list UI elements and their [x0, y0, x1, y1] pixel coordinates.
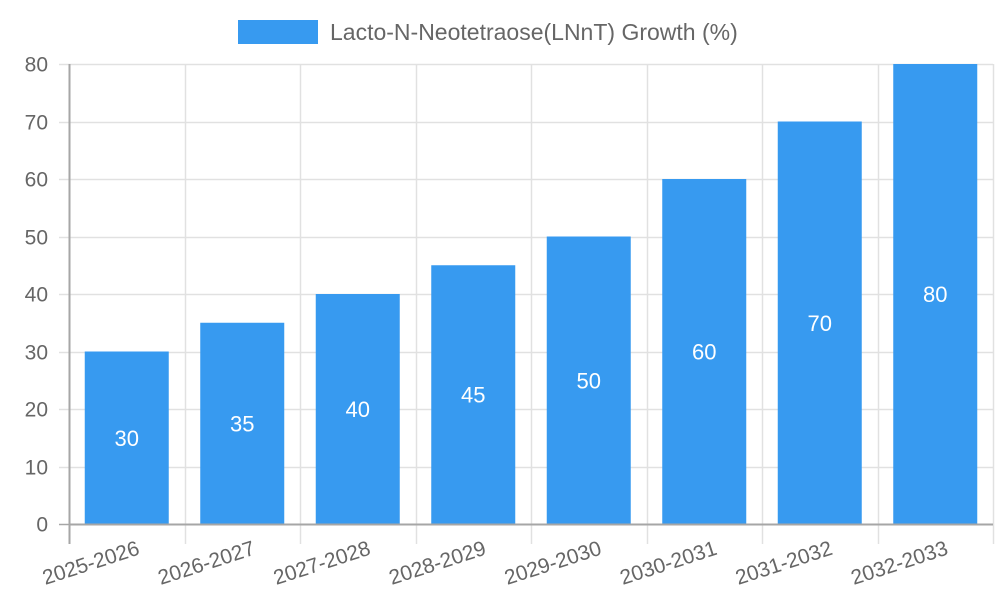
- bar[interactable]: [200, 322, 285, 524]
- bar-value-label: 45: [461, 383, 485, 408]
- bar[interactable]: [662, 179, 747, 524]
- y-tick-label: 20: [25, 399, 48, 422]
- y-tick-label: 0: [36, 514, 48, 537]
- bar[interactable]: [893, 64, 978, 524]
- bar-value-label: 35: [230, 411, 254, 436]
- x-tick-label: 2029-2030: [502, 537, 605, 590]
- y-tick-label: 80: [25, 54, 48, 77]
- y-tick-label: 50: [25, 227, 48, 250]
- y-tick-label: 10: [25, 457, 48, 480]
- bar-value-label: 40: [346, 397, 370, 422]
- legend[interactable]: Lacto-N-Neotetraose(LNnT) Growth (%): [238, 19, 738, 45]
- bar[interactable]: [546, 236, 631, 525]
- bar[interactable]: [84, 351, 169, 525]
- data-labels: 30 35 40 45 50 60 70 80: [115, 282, 948, 451]
- legend-label: Lacto-N-Neotetraose(LNnT) Growth (%): [330, 18, 738, 45]
- bar-value-label: 60: [692, 340, 716, 365]
- axes: [68, 64, 993, 544]
- x-tick-label: 2031-2032: [733, 537, 836, 590]
- y-tick-label: 30: [25, 342, 48, 365]
- x-tick-label: 2027-2028: [271, 537, 374, 590]
- bar-value-label: 30: [115, 426, 139, 451]
- y-tick-label: 70: [25, 112, 48, 135]
- bars: [84, 64, 978, 525]
- x-tick-label: 2025-2026: [40, 537, 143, 590]
- x-tick-label: 2026-2027: [155, 537, 258, 590]
- x-tick-label: 2032-2033: [848, 537, 951, 590]
- x-tick-label: 2030-2031: [617, 537, 720, 590]
- y-axis-tick-labels: 0 10 20 30 40 50 60 70 80: [25, 54, 48, 537]
- bar[interactable]: [777, 121, 862, 525]
- x-tick-label: 2028-2029: [386, 537, 489, 590]
- bar[interactable]: [431, 265, 516, 524]
- y-tick-label: 60: [25, 169, 48, 192]
- bar-value-label: 70: [808, 311, 832, 336]
- legend-swatch: [238, 20, 318, 44]
- bar[interactable]: [315, 294, 400, 524]
- x-axis-tick-labels: 2025-2026 2026-2027 2027-2028 2028-2029 2029…: [40, 537, 951, 590]
- bar-value-label: 50: [577, 368, 601, 393]
- bar-value-label: 80: [923, 282, 947, 307]
- y-tick-label: 40: [25, 284, 48, 307]
